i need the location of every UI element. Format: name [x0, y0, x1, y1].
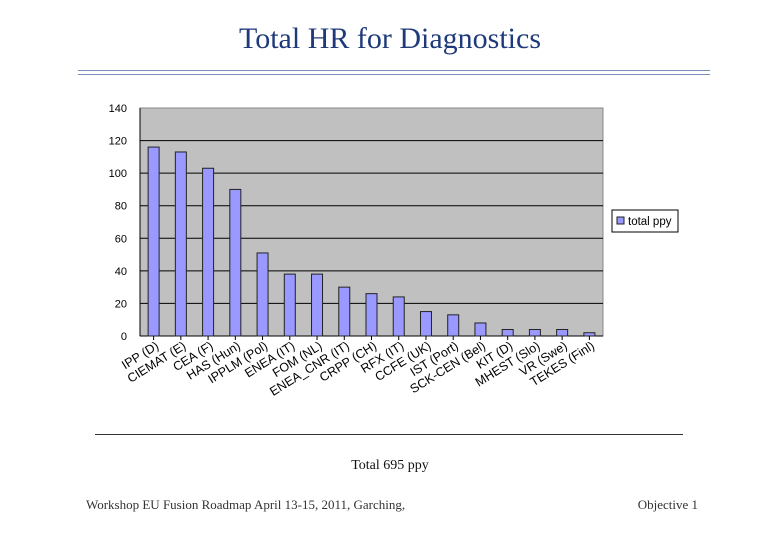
bar [365, 293, 378, 337]
legend-swatch [616, 216, 625, 225]
title-divider [78, 74, 710, 75]
bottom-divider [95, 434, 683, 435]
legend [611, 209, 679, 233]
bar [256, 252, 269, 337]
total-note: Total 695 ppy [351, 458, 429, 473]
bar [311, 273, 324, 337]
y-tick-label: 40 [115, 266, 127, 278]
y-tick-label: 80 [115, 201, 127, 213]
bar [419, 311, 432, 337]
bar [556, 328, 569, 337]
bar [229, 188, 242, 337]
y-tick-label: 140 [109, 103, 127, 115]
bar [583, 332, 596, 337]
title-divider [78, 70, 710, 71]
bar [338, 286, 351, 337]
y-tick-label: 0 [121, 331, 127, 343]
bar [392, 296, 405, 337]
bar [528, 328, 541, 337]
bar [202, 167, 215, 337]
bar [174, 151, 187, 337]
bar [501, 328, 514, 337]
slide-title: Total HR for Diagnostics [238, 22, 542, 55]
legend-label: total ppy [628, 216, 672, 228]
bar [447, 314, 460, 337]
bar [147, 146, 160, 337]
bar [474, 322, 487, 337]
y-tick-label: 120 [109, 136, 127, 148]
y-tick-label: 60 [115, 233, 127, 245]
bar [283, 273, 296, 337]
footer-event: Workshop EU Fusion Roadmap April 13-15, … [86, 497, 406, 512]
y-tick-label: 100 [109, 168, 127, 180]
footer-objective: Objective 1 [637, 497, 698, 512]
y-tick-label: 20 [115, 298, 127, 310]
